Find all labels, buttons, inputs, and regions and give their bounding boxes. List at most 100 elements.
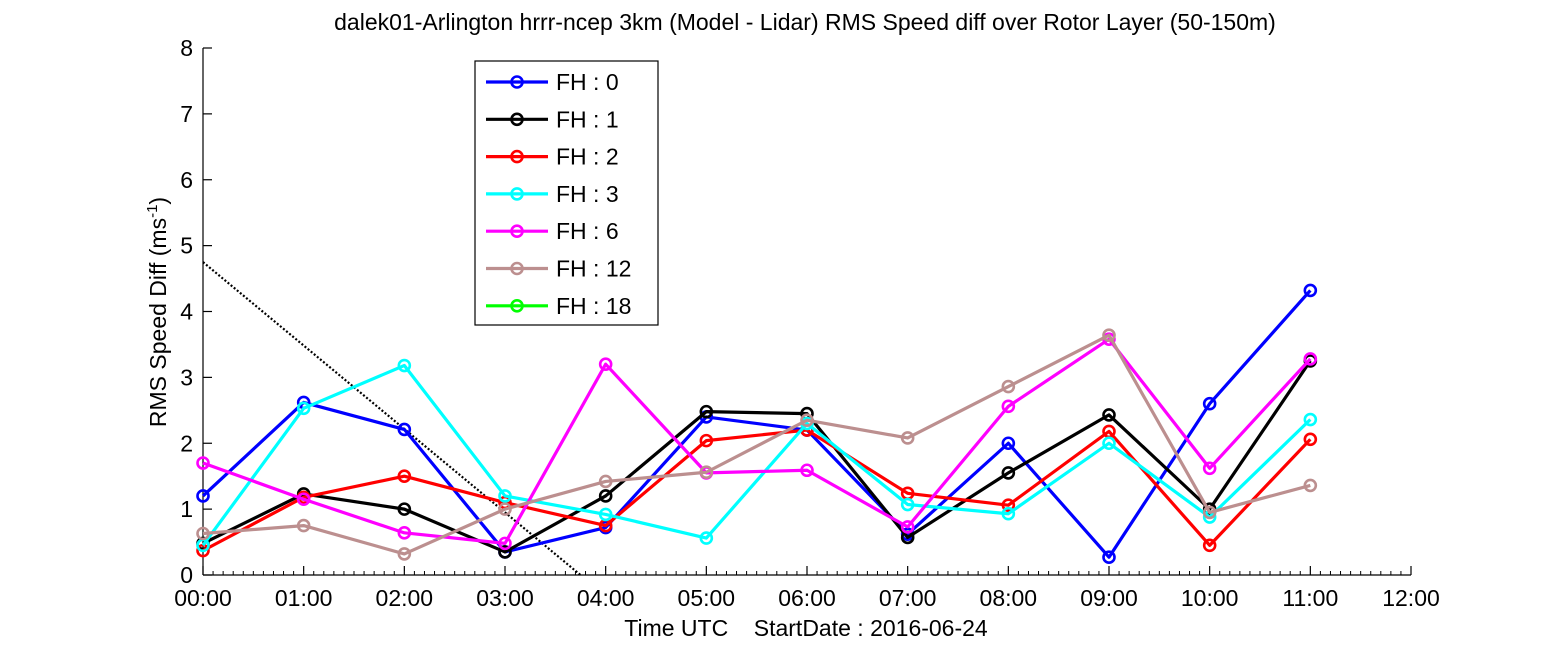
data-point: [1102, 436, 1116, 451]
legend-label: FH : 6: [556, 218, 619, 244]
data-point: [598, 489, 613, 503]
data-point: [196, 456, 210, 470]
y-axis-label: RMS Speed Diff (ms-1): [144, 197, 171, 427]
data-point: [196, 489, 210, 503]
x-tick-label: 03:00: [476, 585, 534, 611]
data-point: [699, 531, 714, 545]
series-fh6: [196, 332, 1318, 551]
data-point: [498, 502, 512, 516]
data-point: [397, 547, 412, 561]
y-tick-label: 8: [180, 35, 193, 61]
y-tick-label: 2: [180, 430, 193, 456]
x-minor-ticks: [212, 571, 1402, 575]
data-point: [296, 401, 311, 416]
y-tick-label: 0: [180, 562, 193, 588]
legend-label: FH : 18: [556, 293, 631, 319]
data-point: [1102, 328, 1116, 343]
series-fh12: [196, 328, 1318, 561]
data-point: [1303, 352, 1318, 366]
data-point: [498, 545, 512, 559]
series-layer: [196, 283, 1318, 565]
series-line: [202, 333, 1311, 556]
series-fh3: [196, 358, 1318, 553]
legend-marker: [510, 224, 524, 238]
data-point: [900, 520, 915, 534]
data-point: [498, 536, 512, 551]
data-point: [1001, 466, 1016, 480]
y-tick-label: 1: [180, 496, 193, 522]
data-point: [598, 507, 613, 522]
x-tick-label: 02:00: [376, 585, 434, 611]
data-point: [1001, 506, 1016, 521]
x-ticks: 00:00 01:00 02:00 03:00 04:00 05:00 06:00 07:00…: [174, 566, 1440, 611]
data-point: [699, 404, 714, 419]
x-tick-label: 05:00: [678, 585, 736, 611]
y-tick-label: 3: [180, 364, 193, 390]
y-tick-label: 4: [180, 299, 193, 325]
data-point: [296, 518, 311, 533]
legend-label: FH : 2: [556, 144, 619, 170]
legend-marker: [510, 187, 524, 201]
series-line: [201, 289, 1312, 559]
y-tick-label: 5: [180, 233, 193, 259]
data-point: [1303, 283, 1318, 298]
data-point: [1001, 498, 1016, 512]
legend-label: FH : 0: [556, 69, 619, 95]
data-point: [397, 422, 412, 437]
data-point: [397, 469, 412, 483]
data-point: [1202, 461, 1217, 476]
x-axis-label: Time UTC StartDate : 2016-06-24: [624, 615, 988, 641]
x-tick-label: 06:00: [778, 585, 836, 611]
x-tick-label: 08:00: [980, 585, 1038, 611]
y-ticks: 0 1 2 3 4 5 6 7 8: [180, 35, 212, 588]
legend-label: FH : 1: [556, 106, 619, 132]
data-point: [1202, 505, 1217, 520]
y-tick-label: 6: [180, 167, 193, 193]
data-point: [900, 431, 915, 445]
data-point: [1001, 436, 1016, 451]
data-point: [1303, 432, 1318, 447]
data-point: [397, 502, 412, 516]
legend-marker: [510, 112, 524, 127]
data-point: [498, 489, 512, 503]
legend-marker: [510, 149, 524, 164]
data-point: [1102, 550, 1116, 565]
legend-marker: [510, 261, 524, 276]
data-point: [900, 497, 915, 512]
x-tick-label: 11:00: [1282, 585, 1338, 611]
x-tick-label: 12:00: [1382, 585, 1440, 611]
data-point: [1202, 396, 1217, 411]
series-fh1: [196, 354, 1318, 559]
data-point: [1303, 478, 1318, 493]
legend: FH : 0 FH : 1 FH : 2 FH : 3 FH : 6 FH : 12 FH …: [474, 60, 659, 326]
data-point: [196, 526, 210, 541]
x-tick-label: 04:00: [577, 585, 635, 611]
data-point: [598, 474, 613, 489]
data-point: [1001, 399, 1016, 414]
x-tick-label: 09:00: [1080, 585, 1138, 611]
x-tick-label: 07:00: [879, 585, 937, 611]
data-point: [1303, 412, 1318, 427]
y-axis-label-main: RMS Speed Diff (ms: [145, 218, 171, 427]
x-tick-label: 00:00: [174, 585, 232, 611]
data-point: [800, 413, 814, 427]
data-point: [699, 465, 714, 480]
chart-title: dalek01-Arlington hrrr-ncep 3km (Model -…: [334, 9, 1276, 35]
data-point: [397, 526, 412, 540]
series-line: [202, 428, 1312, 553]
data-point: [296, 492, 311, 507]
legend-label: FH : 12: [556, 256, 631, 282]
data-point: [598, 357, 613, 372]
series-line: [201, 363, 1312, 547]
y-axis-label-close: ): [145, 197, 171, 205]
legend-marker: [510, 75, 524, 89]
data-point: [699, 433, 714, 448]
y-axis-label-exponent: -1: [144, 205, 161, 218]
series-fh2: [196, 423, 1318, 558]
series-line: [202, 337, 1312, 545]
data-point: [397, 358, 412, 373]
data-point: [800, 463, 814, 478]
legend-marker: [510, 298, 524, 313]
y-tick-label: 7: [180, 101, 193, 127]
